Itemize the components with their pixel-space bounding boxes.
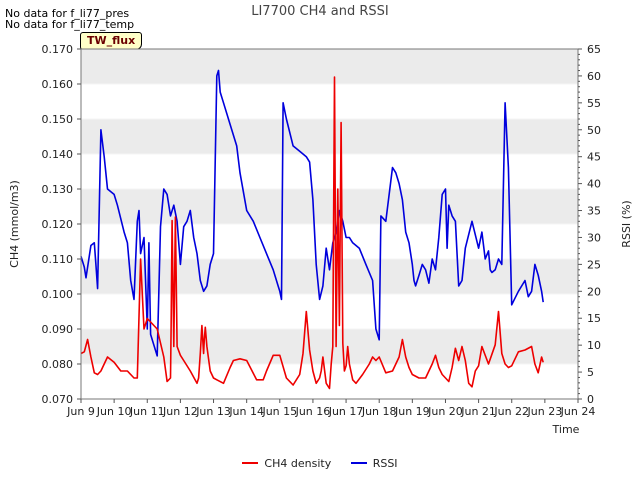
no-data-note-temp: No data for f_li77_temp [5, 18, 135, 31]
y2-tick-label: 45 [587, 151, 601, 164]
legend-item-rssi: RSSI [350, 456, 398, 470]
grid-band [81, 49, 578, 84]
x-tick-label: Jun 15 [261, 405, 297, 418]
y2-tick-label: 10 [587, 339, 601, 352]
x-tick-label: Jun 17 [328, 405, 364, 418]
x-tick-label: Jun 16 [295, 405, 331, 418]
site-label-badge: TW_flux [80, 32, 143, 50]
legend-label-ch4: CH4 density [264, 456, 332, 470]
legend-swatch-rssi [350, 462, 367, 464]
series-layer [80, 69, 544, 390]
y-axis-label-left: CH4 (mmol/m3) [8, 180, 21, 268]
y2-tick-label: 0 [587, 393, 594, 406]
no-data-note-pres: No data for f_li77_pres [5, 7, 130, 20]
legend-item-ch4: CH4 density [242, 457, 331, 470]
y2-tick-label: 60 [587, 70, 601, 83]
y-tick-label: 0.170 [42, 43, 74, 56]
background-bands [81, 49, 578, 365]
x-tick-label: Jun 22 [493, 405, 529, 418]
x-tick-label: Jun 11 [129, 405, 165, 418]
y2-tick-label: 40 [587, 178, 601, 191]
y-axis-label-right: RSSI (%) [620, 200, 633, 247]
y2-tick-label: 25 [587, 258, 601, 271]
x-tick-label: Jun 20 [427, 405, 463, 418]
x-tick-label: Jun 18 [361, 405, 397, 418]
y2-tick-label: 50 [587, 124, 601, 137]
chart-title: LI7700 CH4 and RSSI [251, 4, 389, 19]
y2-tick-label: 30 [587, 231, 601, 244]
x-tick-label: Jun 12 [162, 405, 198, 418]
legend: CH4 density RSSI [0, 454, 640, 470]
y2-tick-label: 65 [587, 43, 601, 56]
y2-tick-label: 20 [587, 285, 601, 298]
x-tick-label: Jun 14 [228, 405, 264, 418]
x-axis-label: Time [552, 423, 580, 436]
y-axis-left: 0.070 0.080 0.090 0.100 0.110 0.120 0.130 0.140… [42, 43, 81, 406]
y-tick-label: 0.150 [42, 113, 74, 126]
x-tick-label: Jun 19 [394, 405, 430, 418]
y2-tick-label: 55 [587, 97, 601, 110]
y-tick-label: 0.140 [42, 148, 74, 161]
y-axis-right: 0 5 10 15 20 25 30 35 40 45 50 55 60 65 [578, 43, 601, 406]
y2-tick-label: 5 [587, 366, 594, 379]
x-tick-label: Jun 24 [560, 405, 596, 418]
y-tick-label: 0.080 [42, 358, 74, 371]
series-line-rssi [80, 69, 544, 357]
legend-swatch-ch4 [242, 462, 259, 464]
y-tick-label: 0.130 [42, 183, 74, 196]
y-tick-label: 0.070 [42, 393, 74, 406]
y-tick-label: 0.160 [42, 78, 74, 91]
x-tick-label: Jun 23 [527, 405, 563, 418]
grid-band [81, 119, 578, 154]
y2-tick-label: 35 [587, 205, 601, 218]
x-tick-label: Jun 21 [460, 405, 496, 418]
x-tick-label: Jun 10 [96, 405, 132, 418]
legend-label-rssi: RSSI [372, 456, 398, 470]
series-line-ch4-density [80, 76, 544, 390]
x-tick-label: Jun 9 [66, 405, 95, 418]
y-tick-label: 0.090 [42, 323, 74, 336]
y-tick-label: 0.110 [42, 253, 74, 266]
y-tick-label: 0.100 [42, 288, 74, 301]
y2-tick-label: 15 [587, 312, 601, 325]
x-tick-label: Jun 13 [195, 405, 231, 418]
y-tick-label: 0.120 [42, 218, 74, 231]
